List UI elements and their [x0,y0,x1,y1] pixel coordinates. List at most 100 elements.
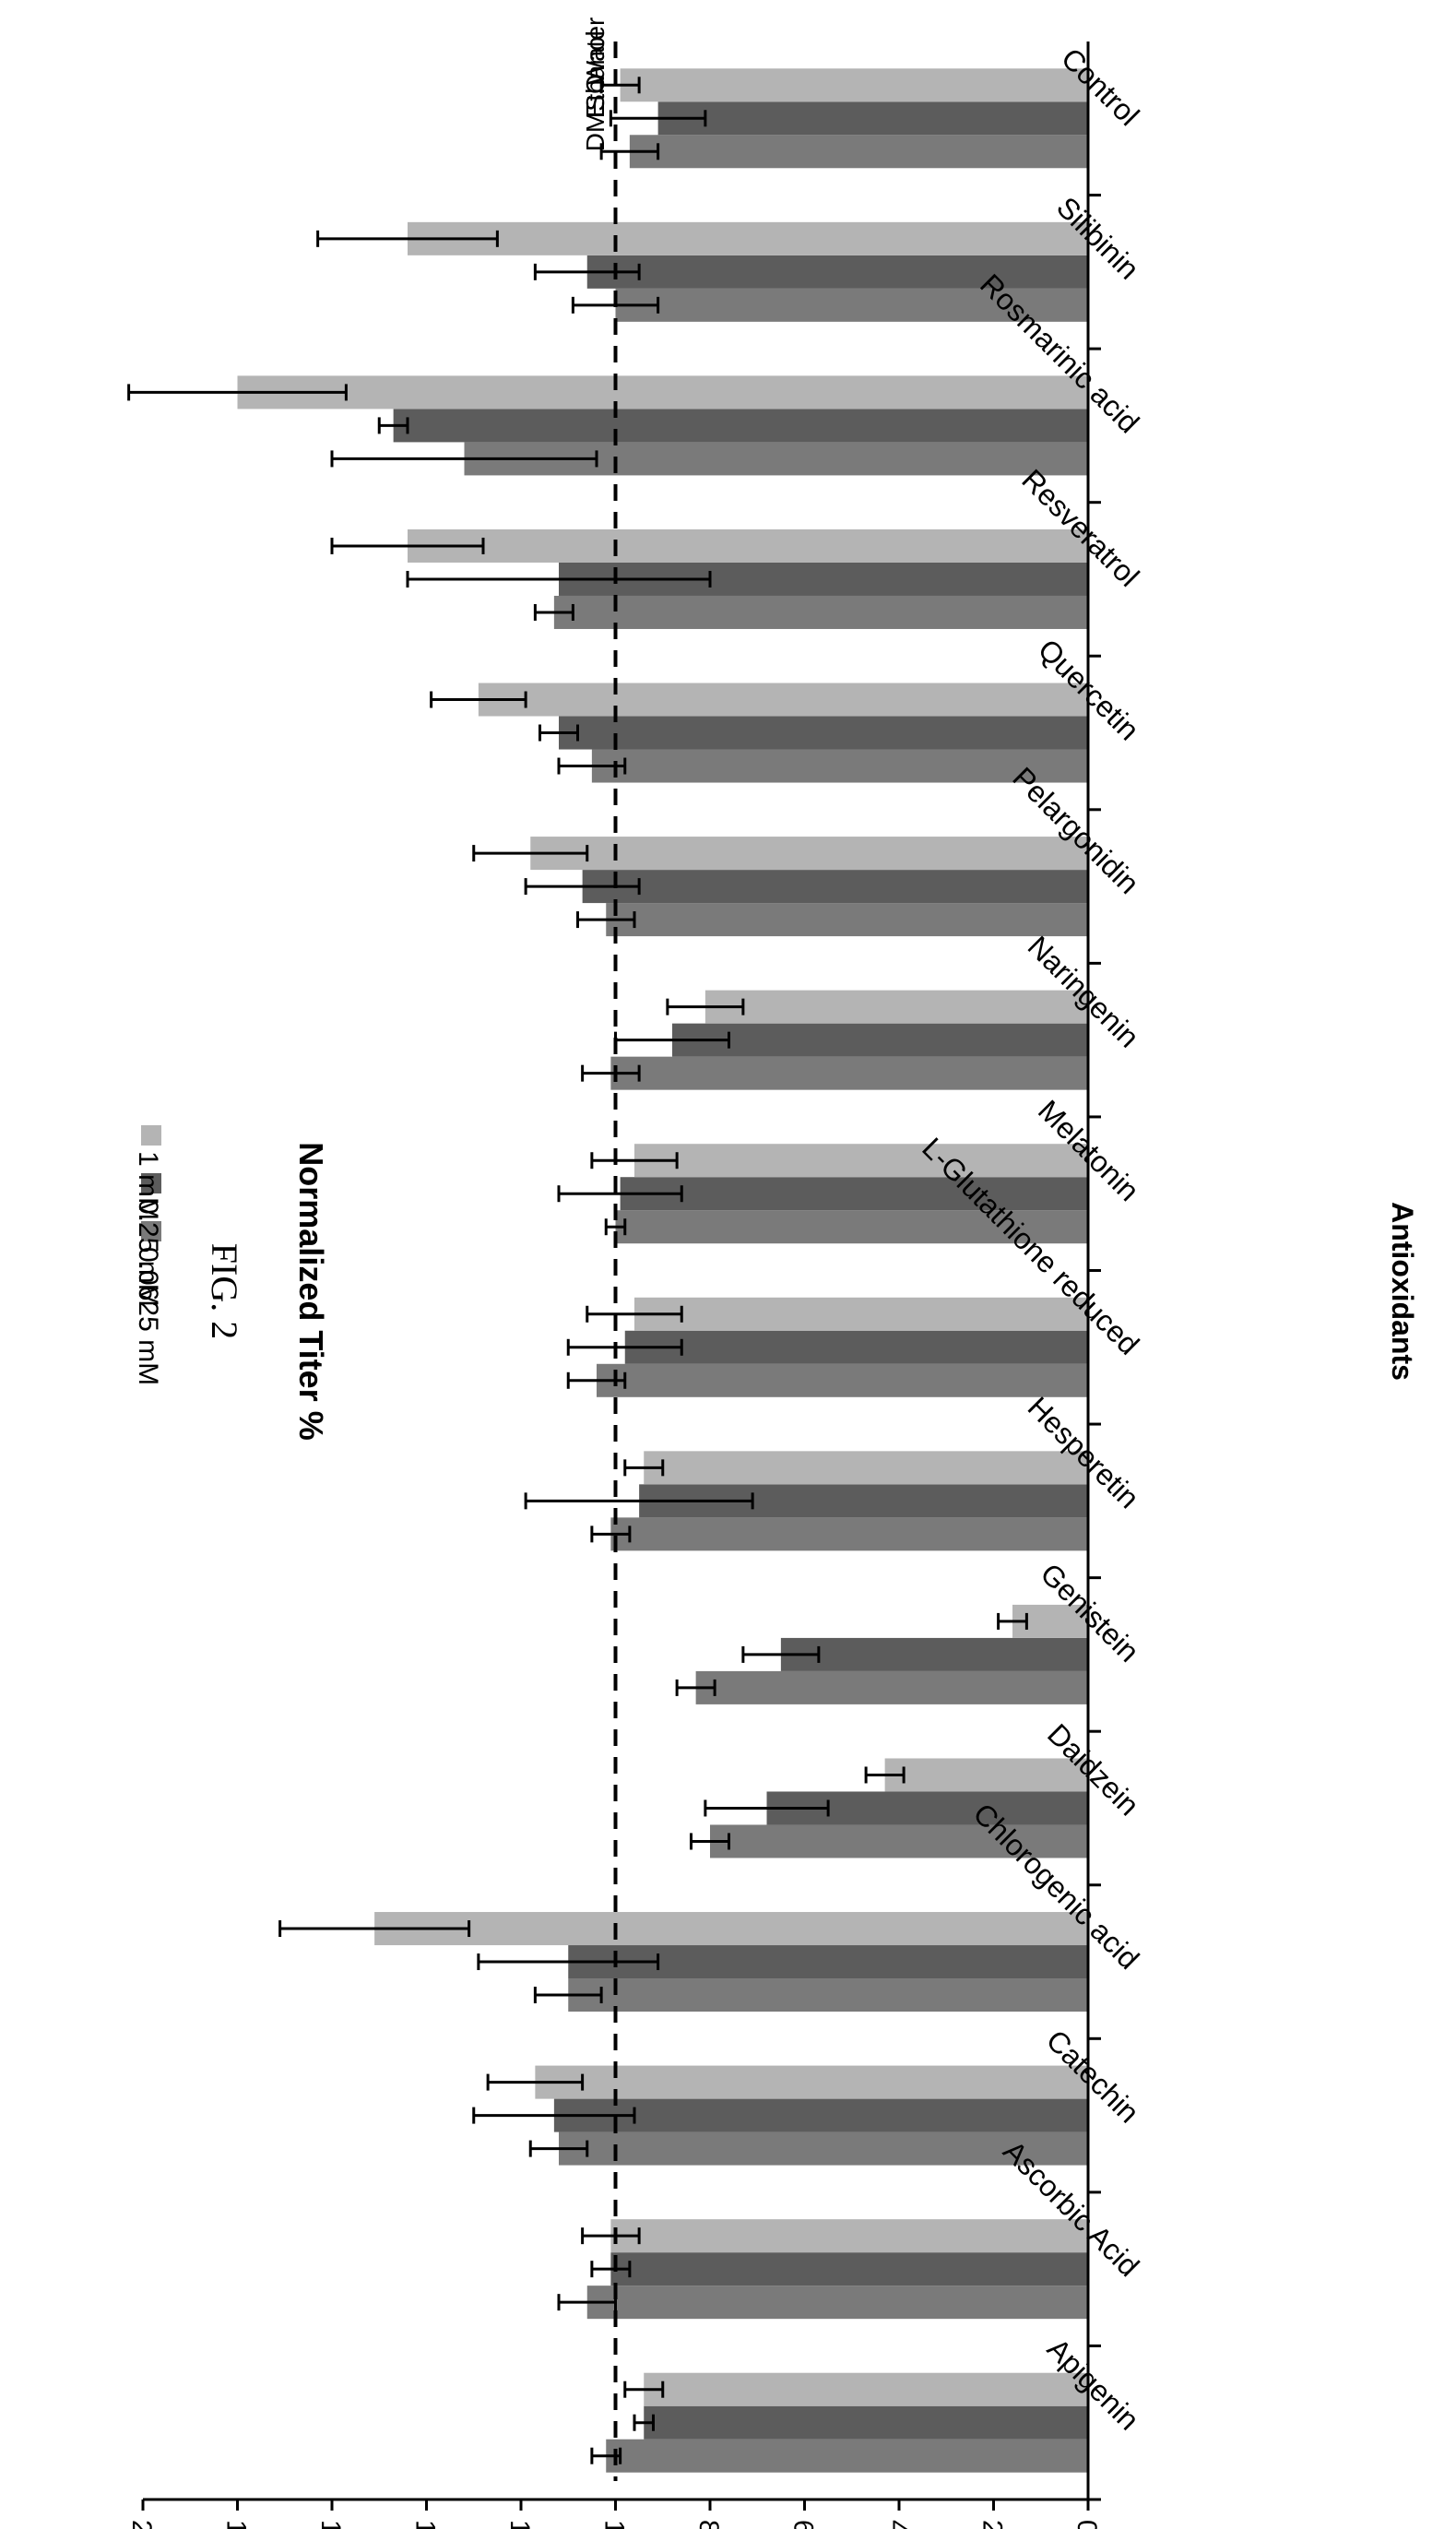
error-bar [690,1833,730,1850]
bar [695,1670,1088,1704]
bar [610,1517,1088,1551]
error-bar [524,1492,754,1510]
error-bar [377,417,409,434]
bar [644,1451,1088,1485]
error-bar [704,1799,830,1817]
chart-title: Normalized Titer % [292,1142,330,1440]
bar [530,837,1088,871]
bar [620,1177,1088,1211]
bar [1012,1604,1088,1638]
error-bar [675,1679,716,1696]
error-bar [581,1064,641,1082]
bar [624,1330,1088,1364]
y-tick-label: 160 [315,2520,346,2529]
y-tick-labels: 0 20 40 60 80 100 120 140 160 180 200 [126,2520,1102,2529]
legend-swatch [141,1221,161,1241]
bar [629,135,1088,169]
bar [644,2372,1088,2406]
error-bar [604,1218,627,1236]
bar [672,1023,1088,1057]
error-bar [566,1338,683,1356]
error-bar [590,2261,632,2278]
bar [393,409,1088,443]
error-bar [666,998,745,1015]
y-tick-label: 120 [504,2520,535,2529]
bar [606,903,1088,937]
error-bar [528,2140,589,2157]
control-label-ethanol: Ethanol [581,30,610,118]
error-bar [472,2107,636,2124]
bar [559,562,1088,596]
error-bar [741,1645,821,1663]
error-bar [590,1526,632,1543]
error-bar [633,2414,655,2431]
bar [586,2286,1088,2320]
bar [374,1912,1088,1946]
y-tick-label: 200 [126,2520,157,2529]
control-label-dmso: DMSO [581,74,610,151]
bar [610,2219,1088,2253]
bar [657,101,1088,136]
error-bar [586,1305,683,1323]
error-bar [406,570,712,588]
bar [408,221,1088,255]
legend-label: 0.0625 mM [133,1247,163,1385]
error-bar [127,384,348,401]
error-bar [533,263,641,280]
error-bar [533,603,574,621]
bar [568,1978,1088,2013]
legend-label: 0.25 mM [133,1199,163,1307]
error-bar [864,1766,906,1784]
error-bar [623,2381,665,2398]
error-bar [330,537,485,554]
bar [634,1297,1088,1331]
bar [704,990,1088,1024]
bar [620,68,1088,102]
error-bar [557,1185,683,1203]
bar [615,1210,1088,1244]
y-tick-label: 0 [1071,2520,1102,2529]
legend-label: 1 mM [133,1151,163,1220]
error-bar [609,110,707,127]
bar [606,2439,1088,2473]
bar [559,716,1088,750]
x-axis-title: Antioxidants [1386,1202,1419,1381]
bar [408,528,1088,563]
error-bar [316,230,499,247]
bar [644,2405,1088,2440]
y-tick-label: 40 [882,2520,913,2529]
y-axis-ticks [141,2499,1090,2511]
x-axis-ticks [1088,194,1101,2501]
legend-swatch [141,1125,161,1146]
bar [582,870,1088,904]
error-bar [533,1987,603,2004]
bar [591,749,1088,783]
error-bar [623,1459,665,1477]
bar [478,683,1088,717]
y-tick-label: 180 [221,2520,252,2529]
bar [884,1758,1088,1792]
error-bar [599,143,660,160]
error-bar [472,845,589,862]
bar [780,1637,1088,1671]
y-tick-label: 140 [410,2520,441,2529]
bar [766,1791,1088,1825]
error-bar [524,878,641,896]
figure-label: FIG. 2 [204,1243,245,1339]
bar [610,2252,1088,2286]
y-tick-label: 80 [693,2520,724,2529]
bar [615,288,1088,322]
bars-layer [237,68,1088,2473]
bar [568,1945,1088,1979]
legend: 0.0625 mM0.25 mM1 mM [133,1125,163,1385]
legend-swatch [141,1173,161,1193]
error-bar [599,77,641,94]
bar [586,255,1088,289]
error-bar [539,724,579,742]
bar [710,1824,1088,1858]
bar [464,442,1088,476]
bar [597,1363,1088,1397]
